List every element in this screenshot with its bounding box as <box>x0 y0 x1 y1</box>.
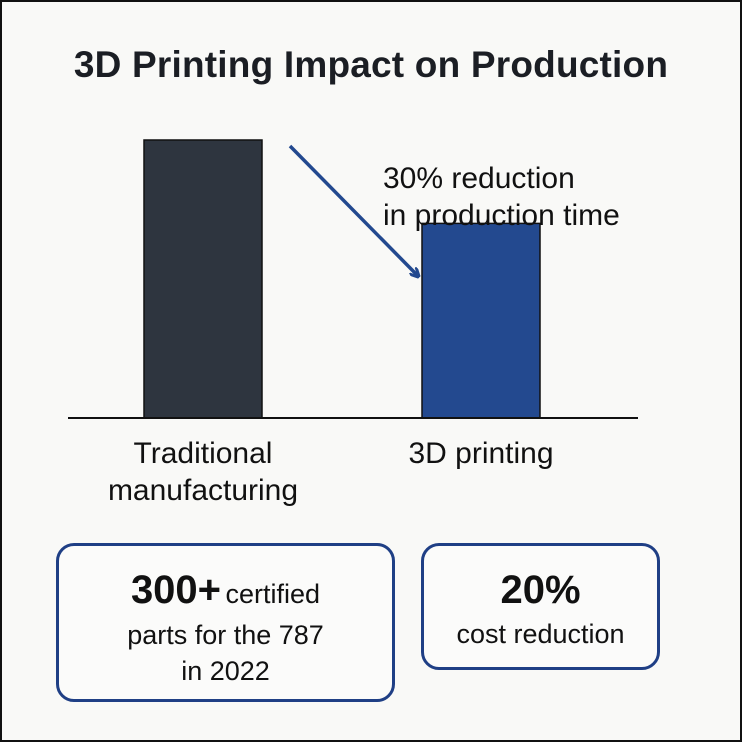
category-label-0-line-1: manufacturing <box>108 474 298 507</box>
stat-card-certified-parts: 300+ certified parts for the 787 in 2022 <box>56 543 395 702</box>
chart-title: 3D Printing Impact on Production <box>73 44 669 85</box>
stat-text-parts: parts for the 787 <box>127 620 324 650</box>
category-label-0-line-0: Traditional <box>134 437 273 470</box>
bar-3d-printing <box>421 222 541 419</box>
category-label-1-line-0: 3D printing <box>408 437 553 470</box>
stat-card-cost-reduction: 20% cost reduction <box>421 543 660 670</box>
reduction-arrow <box>288 144 418 276</box>
stat-value-20: 20% <box>500 568 581 612</box>
stat-value-300: 300+ <box>130 568 222 612</box>
stat-text-year: in 2022 <box>181 656 270 686</box>
bar-traditional <box>143 139 263 419</box>
annotation-line-2: in production time <box>383 199 620 232</box>
stat-text-cost-reduction: cost reduction <box>456 619 625 649</box>
stat-text-certified: certified <box>225 579 321 609</box>
annotation-line-1: 30% reduction <box>383 162 575 195</box>
